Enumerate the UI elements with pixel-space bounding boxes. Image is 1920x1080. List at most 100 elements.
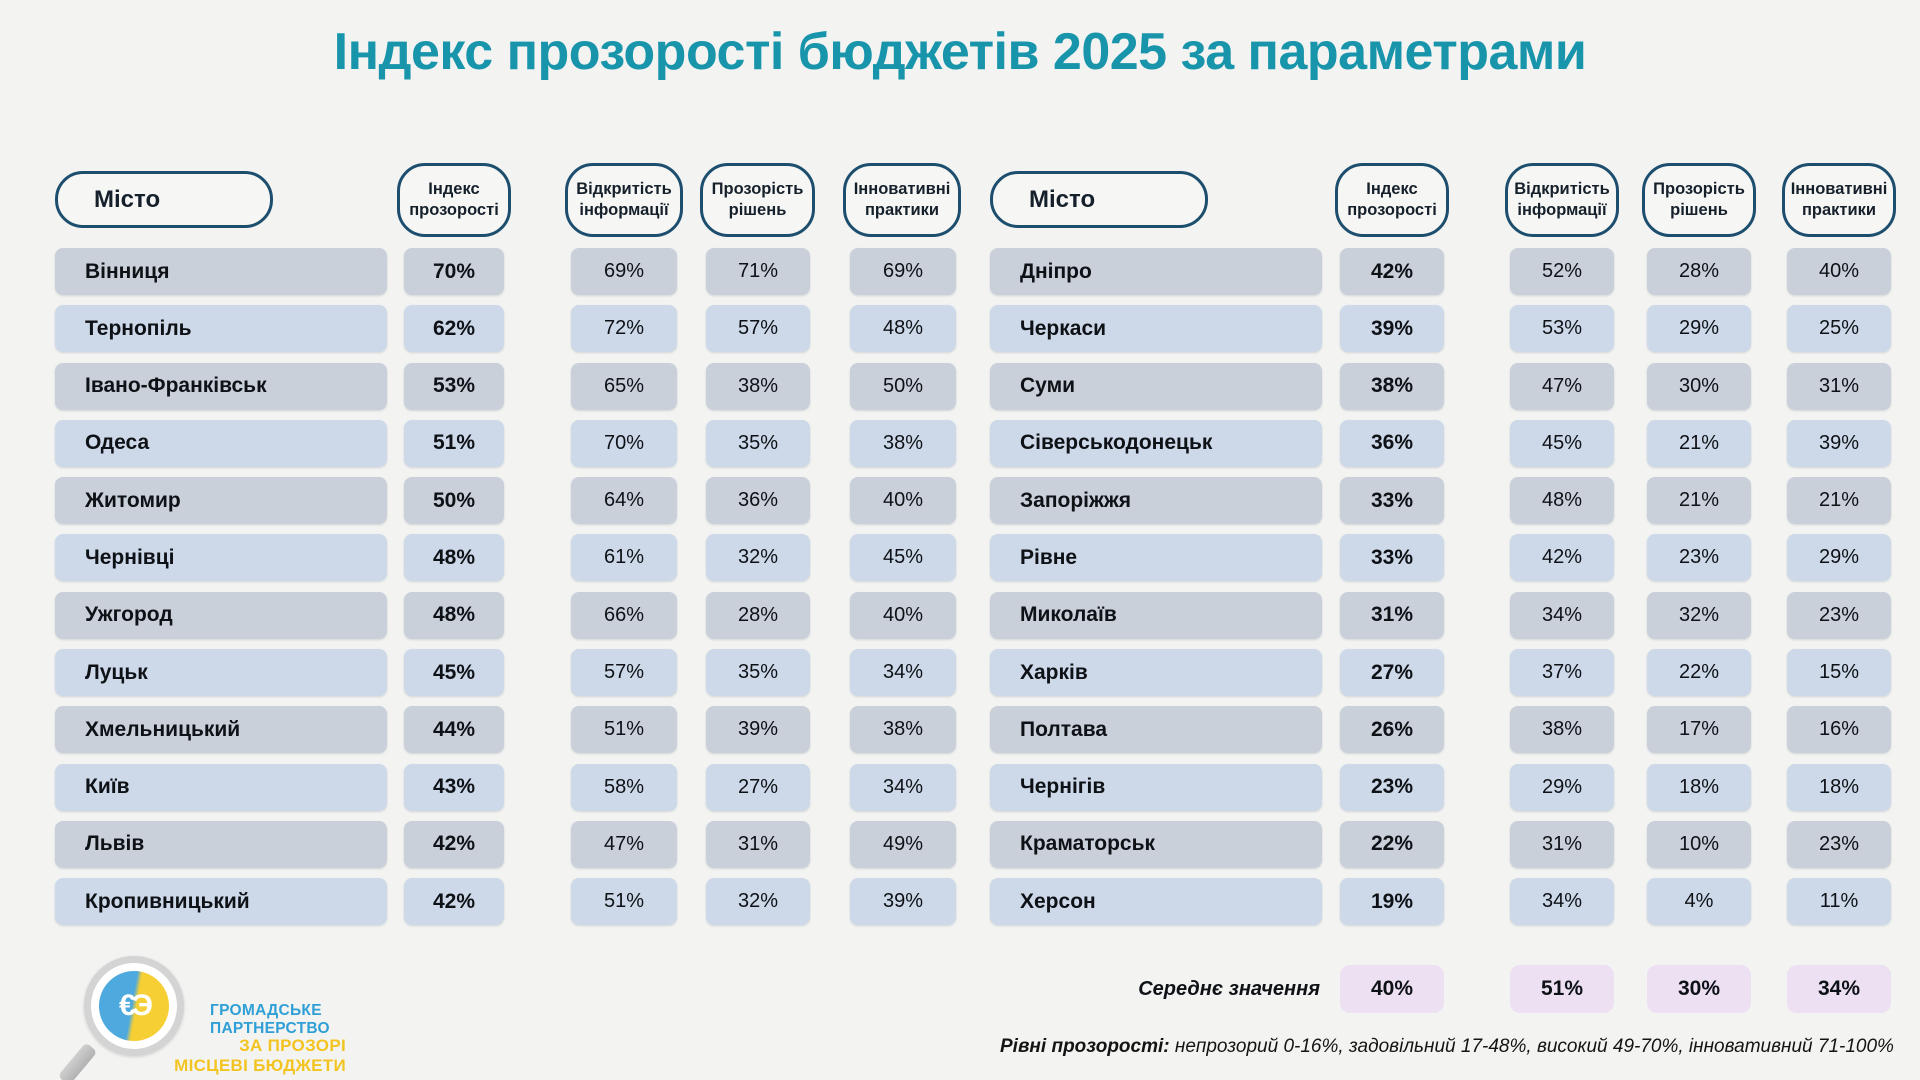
value-cell: 71% [706, 248, 810, 295]
right-p2-column: 28% 29% 30% 21% 21% 23% 32% 22% 17% 18% 10% 4% [1647, 248, 1751, 926]
value-cell: 34% [1510, 878, 1614, 926]
value-cell: 21% [1647, 419, 1751, 467]
value-cell: 53% [404, 362, 504, 410]
value-cell: 39% [706, 706, 810, 754]
value-cell: 26% [1340, 706, 1444, 754]
value-cell: 66% [571, 591, 677, 639]
left-index-column: 70% 62% 53% 51% 50% 48% 48% 45% 44% 43% 42% 42% [404, 248, 504, 926]
value-cell: 51% [571, 706, 677, 754]
value-cell: 42% [404, 878, 504, 926]
city-cell: Хмельницький [55, 706, 387, 754]
value-cell: 36% [706, 477, 810, 525]
value-cell: 18% [1787, 763, 1891, 811]
value-cell: 4% [1647, 878, 1751, 926]
value-cell: 31% [1787, 362, 1891, 410]
value-cell: 53% [1510, 305, 1614, 353]
right-p1-column: 52% 53% 47% 45% 48% 42% 34% 37% 38% 29% 31% 34% [1510, 248, 1614, 926]
value-cell: 34% [850, 763, 956, 811]
value-cell: 28% [706, 591, 810, 639]
value-cell: 39% [1340, 305, 1444, 353]
value-cell: 48% [1510, 477, 1614, 525]
value-cell: 33% [1340, 534, 1444, 582]
city-cell: Рівне [990, 534, 1322, 582]
value-cell: 32% [706, 878, 810, 926]
city-cell: Івано-Франківськ [55, 362, 387, 410]
value-cell: 10% [1647, 820, 1751, 868]
city-cell: Київ [55, 763, 387, 811]
value-cell: 39% [850, 878, 956, 926]
left-header-city: Місто [55, 171, 273, 228]
magnifier-icon: €Э [84, 956, 184, 1056]
right-city-column: Дніпро Черкаси Суми Сіверськодонецьк Запоріж… [990, 248, 1322, 926]
left-city-column: Вінниця Тернопіль Івано-Франківськ Одеса Жит… [55, 248, 387, 926]
value-cell: 43% [404, 763, 504, 811]
city-cell: Вінниця [55, 248, 387, 295]
value-cell: 23% [1647, 534, 1751, 582]
city-cell: Житомир [55, 477, 387, 525]
euro-glyph-icon: €Э [118, 989, 153, 1022]
right-header-decisions: Прозорість рішень [1642, 163, 1756, 237]
value-cell: 32% [1647, 591, 1751, 639]
value-cell: 29% [1647, 305, 1751, 353]
value-cell: 51% [404, 419, 504, 467]
value-cell: 29% [1510, 763, 1614, 811]
right-header-practices: Інновативні практики [1782, 163, 1896, 237]
value-cell: 45% [1510, 419, 1614, 467]
value-cell: 47% [1510, 362, 1614, 410]
left-header-index: Індекс прозорості [397, 163, 511, 237]
value-cell: 23% [1340, 763, 1444, 811]
value-cell: 38% [1510, 706, 1614, 754]
value-cell: 17% [1647, 706, 1751, 754]
value-cell: 70% [571, 419, 677, 467]
value-cell: 23% [1787, 820, 1891, 868]
value-cell: 29% [1787, 534, 1891, 582]
city-cell: Краматорськ [990, 820, 1322, 868]
city-cell: Кропивницький [55, 878, 387, 926]
average-label: Середнє значення [1138, 977, 1320, 1000]
value-cell: 21% [1787, 477, 1891, 525]
value-cell: 31% [1510, 820, 1614, 868]
value-cell: 38% [706, 362, 810, 410]
value-cell: 36% [1340, 419, 1444, 467]
city-cell: Херсон [990, 878, 1322, 926]
page-title: Індекс прозорості бюджетів 2025 за парам… [333, 23, 1587, 81]
value-cell: 35% [706, 649, 810, 697]
value-cell: 38% [1340, 362, 1444, 410]
value-cell: 30% [1647, 362, 1751, 410]
logo-line-2: ПАРТНЕРСТВО [210, 1020, 330, 1038]
transparency-levels-legend: Рівні прозорості: непрозорий 0-16%, задо… [1000, 1036, 1894, 1058]
city-cell: Одеса [55, 419, 387, 467]
value-cell: 23% [1787, 591, 1891, 639]
value-cell: 25% [1787, 305, 1891, 353]
city-cell: Харків [990, 649, 1322, 697]
value-cell: 70% [404, 248, 504, 295]
value-cell: 42% [1340, 248, 1444, 295]
value-cell: 34% [850, 649, 956, 697]
city-cell: Черкаси [990, 305, 1322, 353]
value-cell: 31% [706, 820, 810, 868]
value-cell: 50% [850, 362, 956, 410]
value-cell: 11% [1787, 878, 1891, 926]
value-cell: 48% [404, 591, 504, 639]
city-cell: Тернопіль [55, 305, 387, 353]
left-p1-column: 69% 72% 65% 70% 64% 61% 66% 57% 51% 58% 47% 51% [571, 248, 677, 926]
right-header-city: Місто [990, 171, 1208, 228]
value-cell: 40% [850, 591, 956, 639]
value-cell: 45% [404, 649, 504, 697]
logo-line-4: МІСЦЕВІ БЮДЖЕТИ [174, 1056, 346, 1076]
value-cell: 72% [571, 305, 677, 353]
city-cell: Запоріжжя [990, 477, 1322, 525]
value-cell: 19% [1340, 878, 1444, 926]
value-cell: 45% [850, 534, 956, 582]
value-cell: 27% [706, 763, 810, 811]
value-cell: 51% [571, 878, 677, 926]
value-cell: 40% [1787, 248, 1891, 295]
city-cell: Дніпро [990, 248, 1322, 295]
city-cell: Луцьк [55, 649, 387, 697]
value-cell: 47% [571, 820, 677, 868]
value-cell: 40% [850, 477, 956, 525]
left-p2-column: 71% 57% 38% 35% 36% 32% 28% 35% 39% 27% 31% 32% [706, 248, 810, 926]
value-cell: 42% [404, 820, 504, 868]
value-cell: 31% [1340, 591, 1444, 639]
